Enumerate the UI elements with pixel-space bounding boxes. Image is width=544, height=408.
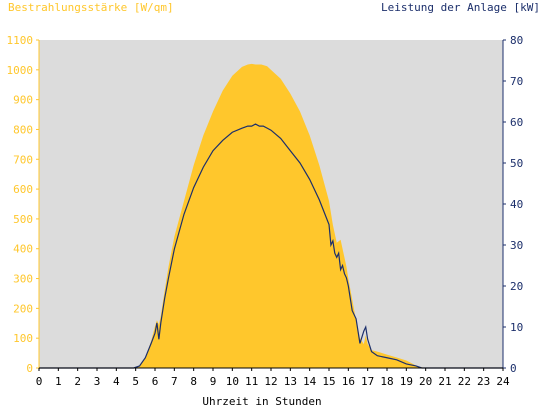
y-right-tick-label: 50 <box>510 157 523 170</box>
x-tick-label: 18 <box>380 375 393 388</box>
y-right-tick-label: 80 <box>510 34 523 47</box>
x-tick-label: 3 <box>94 375 101 388</box>
left-axis-title: Bestrahlungsstärke [W/qm] <box>8 1 174 14</box>
y-left-tick-label: 1000 <box>7 64 34 77</box>
x-tick-label: 12 <box>264 375 277 388</box>
y-left-tick-label: 600 <box>13 183 33 196</box>
y-right-tick-label: 0 <box>510 362 517 375</box>
y-right-tick-label: 30 <box>510 239 523 252</box>
y-left-tick-label: 100 <box>13 332 33 345</box>
x-tick-label: 20 <box>419 375 432 388</box>
y-right-tick-label: 10 <box>510 321 523 334</box>
x-tick-label: 4 <box>113 375 120 388</box>
x-tick-label: 9 <box>210 375 217 388</box>
x-tick-label: 15 <box>322 375 335 388</box>
x-axis-label: Uhrzeit in Stunden <box>202 395 321 408</box>
irradiance-area <box>39 63 503 368</box>
y-left-tick-label: 800 <box>13 123 33 136</box>
x-tick-label: 6 <box>152 375 159 388</box>
right-axis-title: Leistung der Anlage [kW] <box>381 1 540 14</box>
x-tick-label: 17 <box>361 375 374 388</box>
power-line <box>39 123 503 369</box>
x-tick-label: 10 <box>226 375 239 388</box>
x-tick-label: 13 <box>284 375 297 388</box>
x-tick-label: 0 <box>36 375 43 388</box>
y-left-tick-label: 900 <box>13 94 33 107</box>
x-tick-label: 5 <box>132 375 139 388</box>
y-left-tick-label: 700 <box>13 153 33 166</box>
x-tick-label: 7 <box>171 375 178 388</box>
tick-layer: 0100200300400500600700800900100011000102… <box>7 34 524 388</box>
y-left-tick-label: 0 <box>26 362 33 375</box>
x-tick-label: 14 <box>303 375 317 388</box>
y-left-tick-label: 400 <box>13 243 33 256</box>
x-tick-label: 1 <box>55 375 62 388</box>
y-left-tick-label: 300 <box>13 273 33 286</box>
y-left-tick-label: 200 <box>13 302 33 315</box>
x-tick-label: 2 <box>74 375 81 388</box>
x-tick-label: 23 <box>477 375 490 388</box>
y-right-tick-label: 40 <box>510 198 523 211</box>
y-right-tick-label: 70 <box>510 75 523 88</box>
y-left-tick-label: 500 <box>13 213 33 226</box>
x-tick-label: 16 <box>342 375 355 388</box>
x-tick-label: 11 <box>245 375 258 388</box>
x-tick-label: 24 <box>496 375 510 388</box>
y-left-tick-label: 1100 <box>7 34 34 47</box>
x-tick-label: 21 <box>438 375 451 388</box>
x-tick-label: 8 <box>190 375 197 388</box>
y-right-tick-label: 60 <box>510 116 523 129</box>
x-tick-label: 19 <box>400 375 413 388</box>
series-layer <box>39 63 503 369</box>
x-tick-label: 22 <box>458 375 471 388</box>
y-right-tick-label: 20 <box>510 280 523 293</box>
